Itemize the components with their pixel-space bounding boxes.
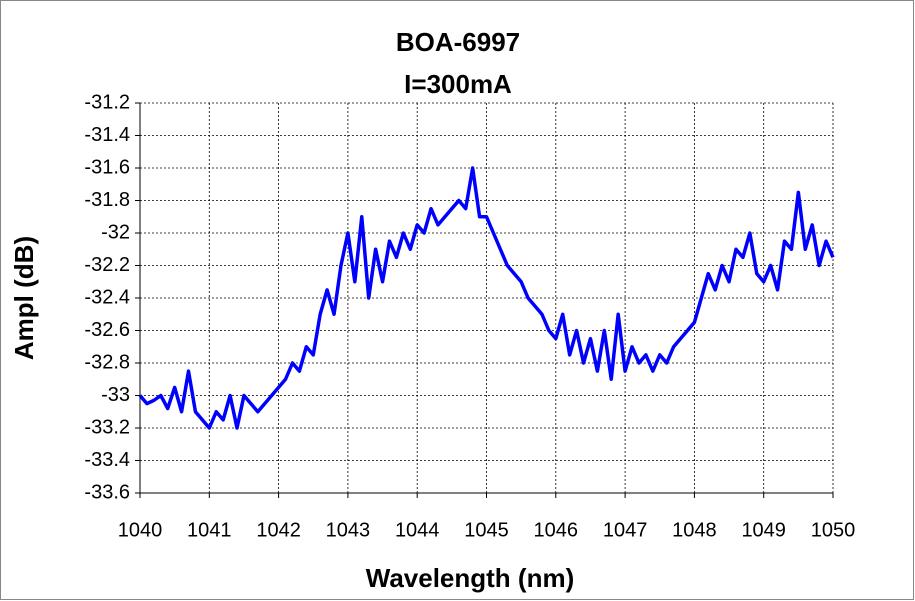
chart-subtitle: I=300mA [404, 69, 512, 99]
y-tick-label: -33.6 [84, 481, 130, 503]
x-tick-label: 1041 [187, 519, 232, 541]
data-line [138, 166, 835, 430]
y-tick-label: -31.4 [84, 124, 130, 146]
x-tick-label: 1050 [811, 519, 856, 541]
y-tick-label: -31.6 [84, 156, 130, 178]
y-tick-label: -32 [101, 221, 130, 243]
y-tick-label: -33.4 [84, 449, 130, 471]
y-tick-label: -31.2 [84, 91, 130, 113]
y-axis-label: Ampl (dB) [9, 236, 39, 360]
x-tick-label: 1043 [326, 519, 371, 541]
y-tick-label: -33.2 [84, 416, 130, 438]
x-tick-label: 1046 [534, 519, 579, 541]
y-tick-label: -32.6 [84, 319, 130, 341]
x-tick-label: 1049 [741, 519, 786, 541]
y-tick-label: -33 [101, 384, 130, 406]
x-tick-label: 1047 [603, 519, 648, 541]
chart-title: BOA-6997 [396, 27, 520, 57]
y-tick-label: -31.8 [84, 189, 130, 211]
y-tick-label: -32.2 [84, 254, 130, 276]
x-tick-label: 1045 [464, 519, 509, 541]
x-axis-label: Wavelength (nm) [366, 563, 574, 593]
x-tick-label: 1044 [395, 519, 440, 541]
x-tick-label: 1042 [256, 519, 301, 541]
y-tick-label: -32.4 [84, 286, 130, 308]
y-tick-label: -32.8 [84, 351, 130, 373]
x-tick-label: 1048 [672, 519, 717, 541]
x-tick-label: 1040 [118, 519, 163, 541]
